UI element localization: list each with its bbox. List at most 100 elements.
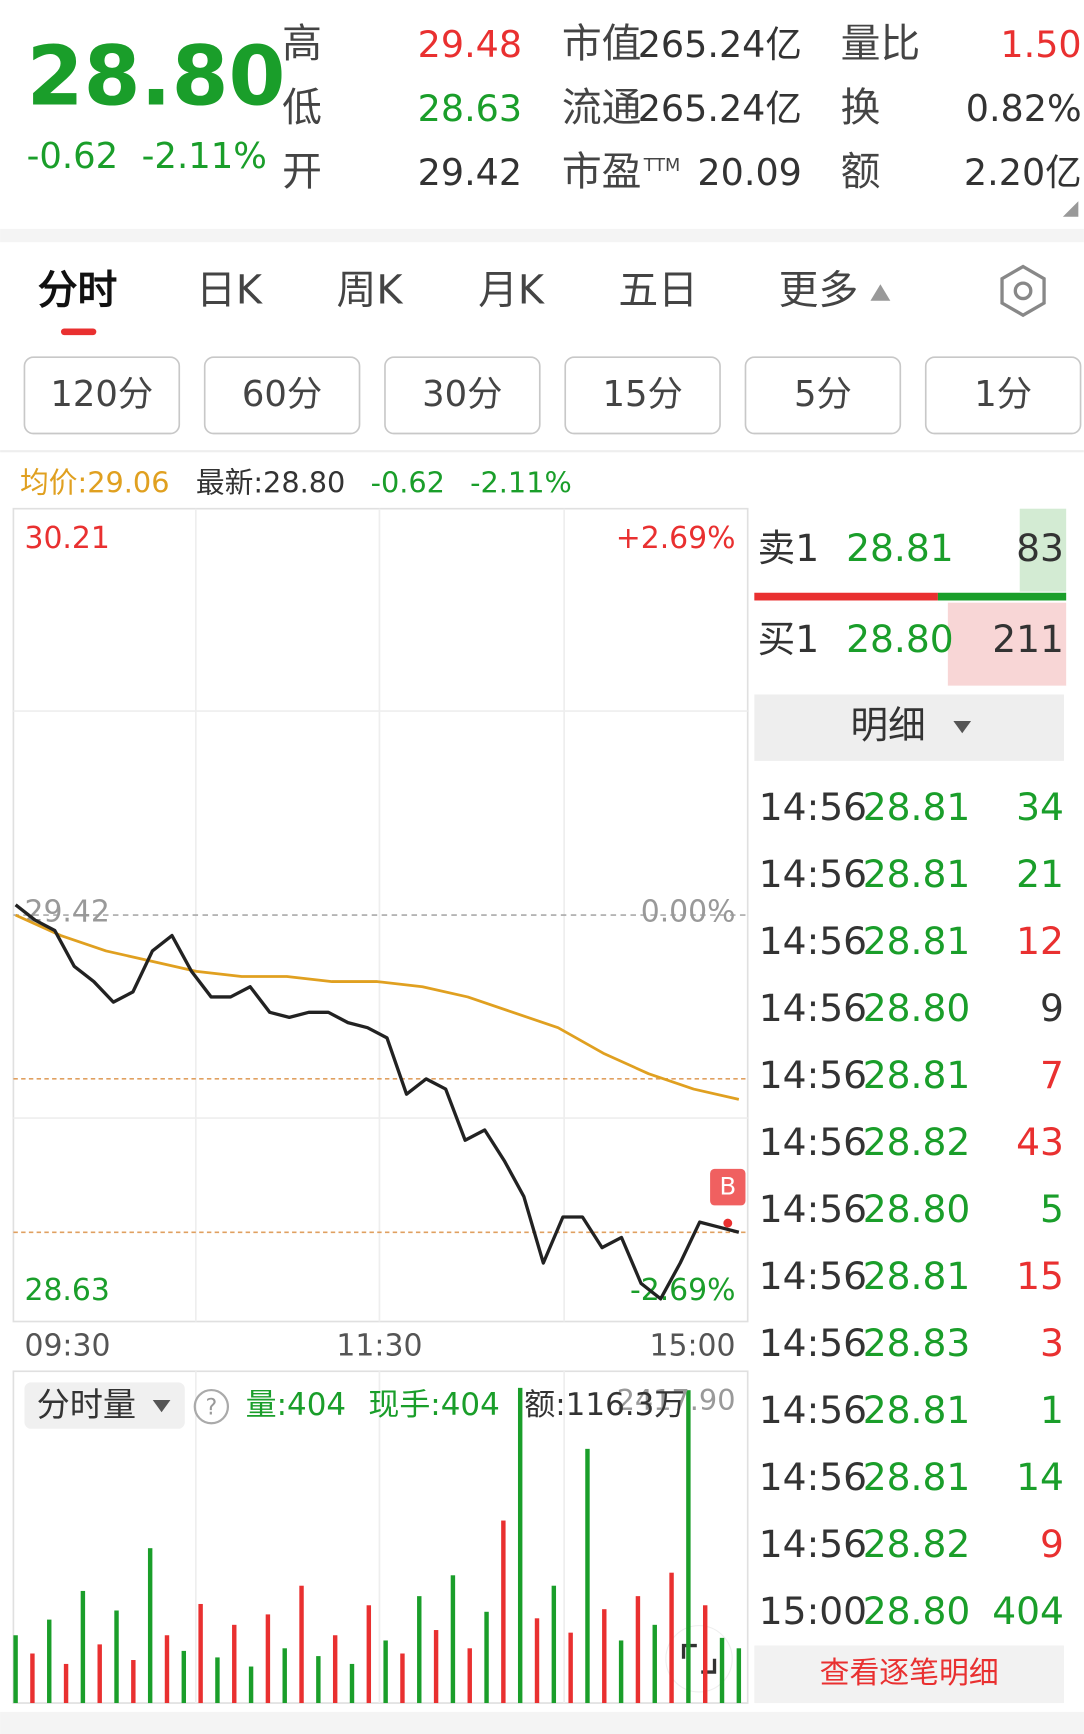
detail-header[interactable] — [754, 694, 1064, 761]
trade-time: 14:56 — [759, 1455, 867, 1499]
interval-label[interactable]: 5分 — [794, 374, 852, 415]
stat-value: 2.20亿 — [964, 151, 1082, 194]
prev-close-pct: 0.00% — [641, 894, 736, 929]
stat-label: 高 — [282, 21, 322, 67]
interval-button[interactable] — [23, 356, 181, 435]
change-pct: -2.11% — [142, 136, 267, 177]
volume-bar — [13, 1635, 18, 1704]
stat-value: 29.48 — [418, 23, 522, 66]
volume-bar — [517, 1387, 523, 1704]
tab-underline — [60, 328, 97, 336]
trade-price: 28.82 — [863, 1522, 971, 1566]
stat-value: 0.82% — [966, 87, 1082, 130]
trade-time: 14:56 — [759, 1254, 867, 1298]
interval-label[interactable]: 30分 — [422, 374, 502, 415]
trade-marker[interactable] — [710, 1168, 746, 1206]
detail-title[interactable]: 明细 — [851, 703, 926, 747]
trade-volume: 9 — [1040, 1522, 1064, 1566]
tab[interactable]: 更多 — [779, 268, 859, 314]
volume-bar — [501, 1520, 506, 1704]
interval-button[interactable] — [564, 356, 721, 435]
ask-label: 卖1 — [758, 526, 820, 570]
volume-frame — [12, 1370, 749, 1704]
trade-time: 14:56 — [759, 1388, 867, 1432]
interval-label[interactable]: 15分 — [602, 374, 682, 415]
volume-hand: 现手:404 — [368, 1387, 499, 1423]
more-link-bg[interactable] — [754, 1645, 1064, 1704]
tab[interactable]: 月K — [478, 268, 545, 314]
trade-volume: 7 — [1040, 1053, 1064, 1097]
trade-price: 28.81 — [863, 919, 971, 963]
change: -0.62 — [27, 136, 119, 177]
sell-strength — [937, 592, 1067, 601]
volume-bar — [282, 1648, 287, 1704]
volume-bar — [63, 1663, 69, 1704]
divider-band — [0, 228, 1084, 243]
settings-icon[interactable] — [1000, 264, 1046, 318]
volume-bar — [316, 1656, 321, 1704]
stat-value: 265.24亿 — [638, 23, 802, 66]
info-change-pct: -2.11% — [470, 465, 572, 499]
volume-bar — [332, 1635, 338, 1704]
more-arrow — [870, 284, 891, 301]
dropdown-arrow — [152, 1400, 171, 1413]
ask-price: 28.81 — [846, 526, 954, 570]
volume-bar — [467, 1648, 472, 1704]
volume-bar — [47, 1619, 52, 1704]
interval-label[interactable]: 120分 — [50, 374, 153, 415]
volume-bar — [433, 1630, 439, 1704]
interval-button[interactable] — [384, 356, 541, 435]
stat-label: 量比 — [841, 21, 921, 67]
trade-time: 14:56 — [759, 1120, 867, 1164]
interval-button[interactable] — [924, 356, 1082, 435]
stat-value: 265.24亿 — [638, 87, 802, 130]
tab[interactable]: 五日 — [618, 268, 698, 314]
volume-selector[interactable] — [24, 1382, 185, 1429]
stat-label: 市值 — [562, 21, 642, 67]
interval-label[interactable]: 60分 — [242, 374, 322, 415]
expand-button[interactable] — [665, 1625, 733, 1693]
volume-bar — [686, 1390, 691, 1704]
interval-label[interactable]: 1分 — [974, 374, 1032, 415]
bid-volume-bg — [947, 602, 1067, 686]
avg-price: 均价:29.06 — [20, 465, 170, 499]
price-line — [14, 903, 740, 1301]
volume-bar — [131, 1660, 136, 1704]
volume-title[interactable]: 分时量 — [37, 1385, 136, 1424]
volume-bar — [484, 1611, 489, 1704]
trade-time: 14:56 — [759, 1522, 867, 1566]
volume-bar — [366, 1605, 372, 1704]
interval-button[interactable] — [203, 356, 361, 435]
help-icon-label[interactable]: ? — [205, 1394, 217, 1420]
trade-time: 14:56 — [759, 1187, 867, 1231]
help-icon[interactable] — [193, 1388, 230, 1425]
ask-volume: 83 — [1016, 526, 1064, 570]
volume-bar — [400, 1653, 405, 1704]
trade-price: 28.81 — [863, 852, 971, 896]
tab[interactable]: 周K — [337, 268, 404, 314]
stat-label-sup: TTM — [643, 156, 681, 176]
stat-value: 28.63 — [418, 87, 522, 130]
stat-value: 1.50 — [1000, 23, 1081, 66]
tab[interactable]: 日K — [196, 268, 263, 314]
ask-volume-bg — [1019, 508, 1067, 592]
interval-button[interactable] — [744, 356, 902, 435]
stat-label: 市盈 — [562, 149, 642, 195]
trade-marker-label[interactable]: B — [719, 1172, 736, 1201]
volume-bar — [198, 1603, 203, 1704]
trade-price: 28.81 — [863, 785, 971, 829]
volume-bar — [702, 1605, 708, 1704]
trade-volume: 12 — [1016, 919, 1064, 963]
volume-max-label: 2417.90 — [617, 1383, 736, 1417]
volume-bar — [551, 1585, 557, 1704]
volume-bar — [719, 1637, 725, 1704]
trade-price: 28.81 — [863, 1053, 971, 1097]
trade-volume: 21 — [1016, 852, 1064, 896]
tab[interactable]: 分时 — [38, 268, 118, 314]
more-link[interactable]: 查看逐笔明细 — [820, 1656, 999, 1691]
trade-time: 14:56 — [759, 1321, 867, 1365]
trade-price: 28.81 — [863, 1455, 971, 1499]
bid-label: 买1 — [758, 617, 820, 661]
